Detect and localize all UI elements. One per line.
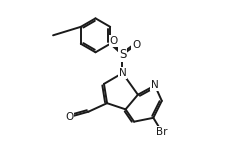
Text: Br: Br: [155, 127, 167, 137]
Text: S: S: [118, 48, 126, 61]
Text: O: O: [132, 40, 140, 50]
Text: N: N: [150, 80, 158, 90]
Text: O: O: [109, 36, 118, 46]
Text: O: O: [65, 112, 73, 122]
Text: N: N: [118, 68, 126, 78]
